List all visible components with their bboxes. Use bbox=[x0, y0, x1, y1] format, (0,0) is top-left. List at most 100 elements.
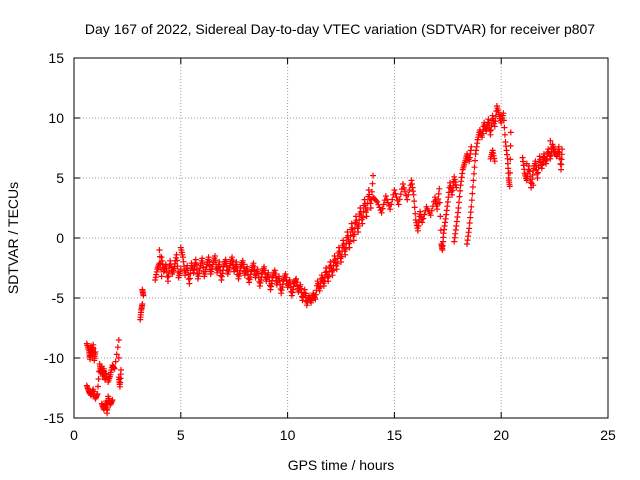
data-point bbox=[382, 193, 389, 199]
data-point bbox=[92, 349, 99, 355]
data-point bbox=[397, 191, 404, 198]
data-point bbox=[117, 367, 124, 373]
data-point bbox=[346, 244, 353, 251]
data-point bbox=[558, 156, 565, 163]
data-point bbox=[369, 180, 376, 187]
data-point bbox=[435, 196, 442, 202]
data-point bbox=[158, 273, 165, 280]
data-point bbox=[455, 205, 462, 211]
data-point bbox=[165, 273, 172, 280]
data-point bbox=[456, 199, 463, 206]
data-point bbox=[456, 193, 463, 200]
data-point bbox=[540, 158, 547, 165]
y-tick-label: 15 bbox=[48, 50, 64, 66]
data-point bbox=[555, 143, 562, 150]
data-point bbox=[470, 170, 477, 177]
data-point bbox=[437, 213, 444, 220]
x-tick-label: 20 bbox=[493, 427, 509, 443]
data-point bbox=[558, 151, 565, 158]
data-point bbox=[379, 205, 386, 212]
data-point bbox=[411, 204, 418, 211]
data-point bbox=[402, 188, 409, 195]
data-point bbox=[333, 266, 340, 273]
data-point bbox=[501, 131, 508, 138]
data-point bbox=[435, 190, 442, 197]
data-point bbox=[469, 184, 476, 190]
data-point bbox=[468, 143, 475, 150]
data-point bbox=[523, 160, 530, 167]
data-point bbox=[334, 260, 341, 267]
x-axis: 0 5 10 15 20 25 bbox=[70, 58, 616, 443]
data-point bbox=[530, 182, 537, 189]
y-tick-label: -10 bbox=[44, 350, 64, 366]
data-point bbox=[419, 219, 426, 226]
data-point bbox=[139, 301, 146, 307]
chart-title: Day 167 of 2022, Sidereal Day-to-day VTE… bbox=[85, 21, 595, 37]
data-point bbox=[428, 207, 435, 214]
data-point bbox=[177, 266, 184, 273]
data-point bbox=[401, 184, 408, 191]
data-point bbox=[140, 292, 147, 299]
data-point bbox=[103, 370, 110, 377]
data-point bbox=[491, 123, 498, 130]
data-point bbox=[500, 117, 507, 124]
data-point bbox=[164, 278, 171, 285]
data-point bbox=[507, 142, 514, 149]
data-point bbox=[376, 204, 383, 211]
data-point bbox=[388, 201, 395, 208]
data-point bbox=[466, 220, 473, 226]
data-point bbox=[363, 213, 370, 220]
data-point bbox=[492, 118, 499, 125]
data-point bbox=[342, 251, 349, 258]
data-point bbox=[338, 253, 345, 260]
data-point bbox=[370, 172, 377, 179]
data-point bbox=[156, 247, 163, 253]
data-point bbox=[384, 199, 391, 206]
data-point bbox=[436, 185, 443, 192]
data-point bbox=[338, 259, 344, 265]
data-point bbox=[383, 196, 390, 203]
data-point bbox=[507, 169, 514, 176]
data-point bbox=[507, 156, 514, 163]
data-point bbox=[368, 188, 375, 195]
x-tick-label: 0 bbox=[70, 427, 78, 443]
data-point bbox=[113, 351, 120, 358]
data-point bbox=[470, 177, 477, 184]
data-point bbox=[501, 124, 508, 131]
data-point bbox=[420, 215, 427, 222]
data-point bbox=[347, 238, 354, 245]
data-point bbox=[534, 175, 541, 181]
data-point bbox=[406, 187, 413, 193]
data-point bbox=[364, 206, 371, 213]
data-point bbox=[391, 187, 398, 193]
data-point bbox=[396, 196, 403, 203]
y-tick-label: 0 bbox=[56, 230, 64, 246]
data-point bbox=[466, 225, 473, 232]
data-point bbox=[421, 211, 428, 218]
x-tick-label: 10 bbox=[280, 427, 296, 443]
data-point bbox=[427, 212, 434, 219]
data-point bbox=[547, 137, 554, 144]
data-point bbox=[355, 223, 362, 229]
data-point bbox=[467, 214, 474, 221]
grid bbox=[74, 58, 608, 418]
data-point bbox=[115, 355, 122, 361]
data-point bbox=[506, 183, 513, 190]
data-point bbox=[535, 169, 542, 176]
data-point bbox=[436, 199, 443, 206]
data-point bbox=[95, 383, 102, 390]
data-point bbox=[457, 187, 464, 194]
data-point bbox=[558, 166, 565, 173]
data-point bbox=[389, 196, 396, 203]
data-point bbox=[507, 129, 514, 136]
data-point bbox=[375, 201, 382, 208]
y-tick-label: 5 bbox=[56, 170, 64, 186]
data-point bbox=[387, 206, 394, 213]
data-point bbox=[174, 257, 181, 264]
data-point bbox=[355, 229, 362, 235]
data-point bbox=[114, 344, 121, 351]
data-point bbox=[378, 209, 385, 216]
data-point bbox=[112, 358, 119, 365]
data-point bbox=[373, 197, 380, 204]
